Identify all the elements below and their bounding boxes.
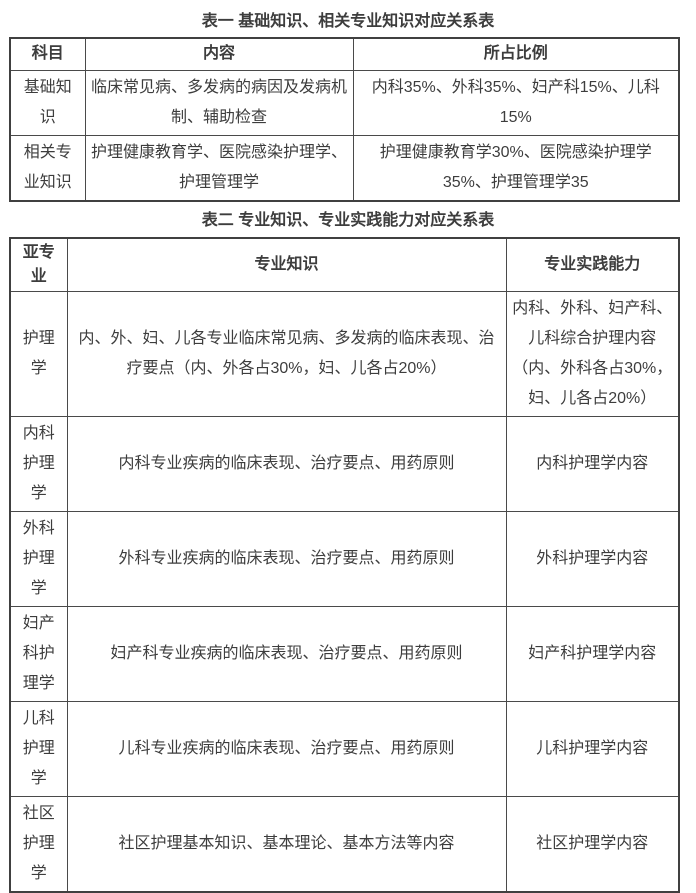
table1-row2-subject: 相关专业知识 (9, 134, 86, 201)
table2-title: 表二 专业知识、专业实践能力对应关系表 (201, 211, 495, 229)
document-page: 表一 基础知识、相关专业知识对应关系表 科目 内容 所占比例 基础知识 临床常见… (9, 13, 680, 893)
table1-row1-content: 临床常见病、多发病的病因及发病机制、辅助检查 (84, 69, 354, 136)
table2-row2-practice: 内科护理学内容 (505, 415, 680, 512)
table-row: 护理学 内、外、妇、儿各专业临床常见病、多发病的临床表现、治疗要点（内、外各占3… (9, 290, 680, 417)
table2: 亚专业 专业知识 专业实践能力 护理学 内、外、妇、儿各专业临床常见病、多发病的… (9, 236, 680, 893)
table1-title: 表一 基础知识、相关专业知识对应关系表 (201, 13, 495, 30)
table2-row4-subspecialty: 妇产科护理学 (9, 605, 68, 702)
table1-row1-subject: 基础知识 (9, 69, 86, 136)
table2-row5-subspecialty: 儿科护理学 (9, 700, 68, 797)
table1-row2-content: 护理健康教育学、医院感染护理学、护理管理学 (84, 134, 354, 201)
table1-header-content: 内容 (84, 37, 354, 71)
table2-row6-practice: 社区护理学内容 (505, 795, 680, 892)
table1: 科目 内容 所占比例 基础知识 临床常见病、多发病的病因及发病机制、辅助检查 内… (9, 37, 680, 202)
table-row: 妇产科护理学 妇产科专业疾病的临床表现、治疗要点、用药原则 妇产科护理学内容 (9, 605, 680, 702)
table2-row4-knowledge: 妇产科专业疾病的临床表现、治疗要点、用药原则 (66, 605, 507, 702)
table-row: 相关专业知识 护理健康教育学、医院感染护理学、护理管理学 护理健康教育学30%、… (9, 134, 680, 201)
table-row: 内科护理学 内科专业疾病的临床表现、治疗要点、用药原则 内科护理学内容 (9, 415, 680, 512)
table2-row3-subspecialty: 外科护理学 (9, 510, 68, 607)
table1-row1-proportion: 内科35%、外科35%、妇产科15%、儿科15% (352, 69, 680, 136)
table2-row5-knowledge: 儿科专业疾病的临床表现、治疗要点、用药原则 (66, 700, 507, 797)
table-row: 外科护理学 外科专业疾病的临床表现、治疗要点、用药原则 外科护理学内容 (9, 510, 680, 607)
table-row: 社区护理学 社区护理基本知识、基本理论、基本方法等内容 社区护理学内容 (9, 795, 680, 892)
table2-header-knowledge: 专业知识 (66, 237, 507, 292)
table2-row1-subspecialty: 护理学 (9, 290, 68, 417)
table2-row3-knowledge: 外科专业疾病的临床表现、治疗要点、用药原则 (66, 510, 507, 607)
table1-row2-proportion: 护理健康教育学30%、医院感染护理学35%、护理管理学35 (352, 134, 680, 201)
table-row: 儿科护理学 儿科专业疾病的临床表现、治疗要点、用药原则 儿科护理学内容 (9, 700, 680, 797)
table1-header-proportion: 所占比例 (352, 37, 680, 71)
table2-row4-practice: 妇产科护理学内容 (505, 605, 680, 702)
table2-header-row: 亚专业 专业知识 专业实践能力 (9, 237, 680, 292)
table1-header-subject: 科目 (9, 37, 86, 71)
table2-header-practice: 专业实践能力 (505, 237, 680, 292)
table1-header-row: 科目 内容 所占比例 (9, 37, 680, 71)
table2-row3-practice: 外科护理学内容 (505, 510, 680, 607)
table2-row1-knowledge: 内、外、妇、儿各专业临床常见病、多发病的临床表现、治疗要点（内、外各占30%，妇… (66, 290, 507, 417)
table2-row2-knowledge: 内科专业疾病的临床表现、治疗要点、用药原则 (66, 415, 507, 512)
table2-row6-knowledge: 社区护理基本知识、基本理论、基本方法等内容 (66, 795, 507, 892)
table2-header-subspecialty: 亚专业 (9, 237, 68, 292)
table2-row2-subspecialty: 内科护理学 (9, 415, 68, 512)
table2-row5-practice: 儿科护理学内容 (505, 700, 680, 797)
table2-row1-practice: 内科、外科、妇产科、儿科综合护理内容（内、外科各占30%，妇、儿各占20%） (505, 290, 680, 417)
table2-row6-subspecialty: 社区护理学 (9, 795, 68, 892)
table-row: 基础知识 临床常见病、多发病的病因及发病机制、辅助检查 内科35%、外科35%、… (9, 69, 680, 136)
